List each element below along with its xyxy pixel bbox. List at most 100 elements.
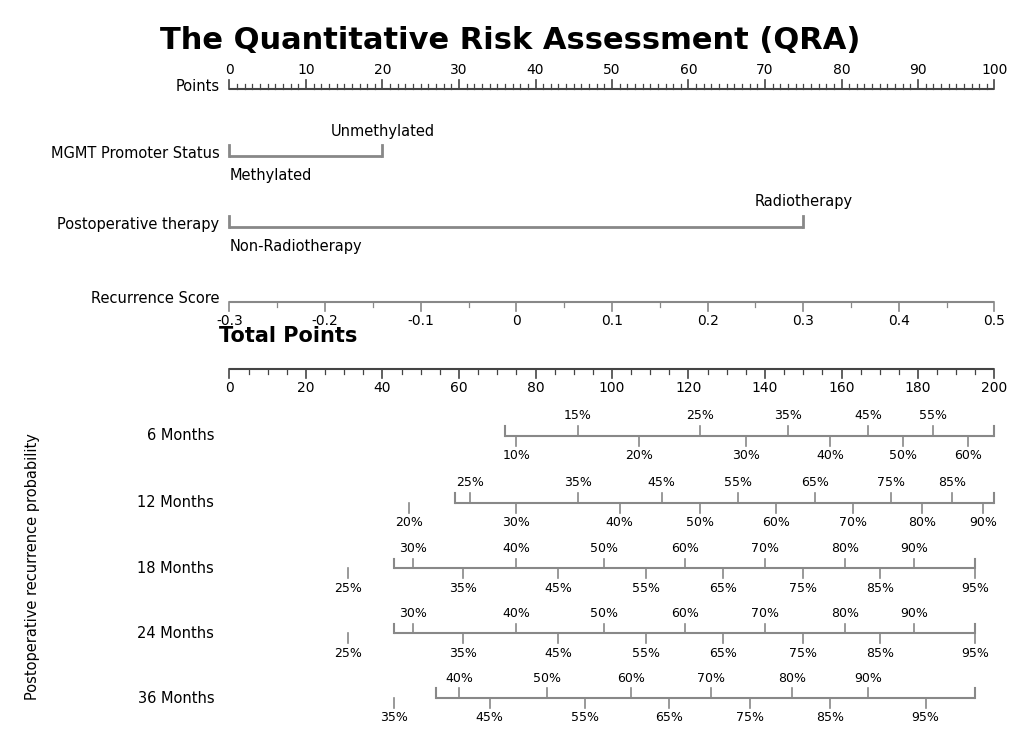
Text: 100: 100 bbox=[598, 381, 625, 396]
Text: 45%: 45% bbox=[647, 477, 675, 489]
Text: 35%: 35% bbox=[380, 711, 408, 724]
Text: 55%: 55% bbox=[723, 477, 751, 489]
Text: 0: 0 bbox=[512, 314, 521, 329]
Text: 15%: 15% bbox=[564, 410, 591, 422]
Text: -0.2: -0.2 bbox=[312, 314, 338, 329]
Text: The Quantitative Risk Assessment (QRA): The Quantitative Risk Assessment (QRA) bbox=[160, 26, 859, 55]
Text: 80: 80 bbox=[832, 63, 850, 77]
Text: 75%: 75% bbox=[789, 582, 816, 595]
Text: 70%: 70% bbox=[750, 607, 779, 620]
Text: 40%: 40% bbox=[815, 449, 843, 462]
Text: 80%: 80% bbox=[777, 672, 805, 685]
Text: 35%: 35% bbox=[773, 410, 801, 422]
Text: 50%: 50% bbox=[686, 516, 713, 529]
Text: 70: 70 bbox=[755, 63, 773, 77]
Text: 65%: 65% bbox=[708, 582, 736, 595]
Text: 90%: 90% bbox=[968, 516, 996, 529]
Text: 60%: 60% bbox=[671, 542, 698, 555]
Text: 40: 40 bbox=[373, 381, 391, 396]
Text: 30%: 30% bbox=[732, 449, 759, 462]
Text: 0.3: 0.3 bbox=[792, 314, 813, 329]
Text: 75%: 75% bbox=[876, 477, 904, 489]
Text: 120: 120 bbox=[675, 381, 701, 396]
Text: 6 Months: 6 Months bbox=[147, 428, 214, 443]
Text: 10%: 10% bbox=[502, 449, 530, 462]
Text: Unmethylated: Unmethylated bbox=[330, 124, 434, 139]
Text: 70%: 70% bbox=[839, 516, 866, 529]
Text: -0.3: -0.3 bbox=[216, 314, 243, 329]
Text: 40%: 40% bbox=[502, 607, 530, 620]
Text: Total Points: Total Points bbox=[219, 326, 358, 346]
Text: 140: 140 bbox=[751, 381, 777, 396]
Text: 18 Months: 18 Months bbox=[138, 561, 214, 576]
Text: 100: 100 bbox=[980, 63, 1007, 77]
Text: 75%: 75% bbox=[789, 647, 816, 659]
Text: 36 Months: 36 Months bbox=[138, 691, 214, 706]
Text: 90: 90 bbox=[908, 63, 926, 77]
Text: 65%: 65% bbox=[708, 647, 736, 659]
Text: 0.2: 0.2 bbox=[696, 314, 717, 329]
Text: 75%: 75% bbox=[735, 711, 763, 724]
Text: Recurrence Score: Recurrence Score bbox=[91, 291, 219, 306]
Text: 30: 30 bbox=[449, 63, 468, 77]
Text: 70%: 70% bbox=[750, 542, 779, 555]
Text: 35%: 35% bbox=[448, 582, 476, 595]
Text: 10: 10 bbox=[297, 63, 315, 77]
Text: 45%: 45% bbox=[544, 582, 572, 595]
Text: 25%: 25% bbox=[457, 477, 484, 489]
Text: 65%: 65% bbox=[655, 711, 683, 724]
Text: 25%: 25% bbox=[334, 647, 362, 659]
Text: 85%: 85% bbox=[815, 711, 843, 724]
Text: 70%: 70% bbox=[697, 672, 725, 685]
Text: 0.5: 0.5 bbox=[982, 314, 1005, 329]
Text: 200: 200 bbox=[980, 381, 1007, 396]
Text: 90%: 90% bbox=[900, 607, 927, 620]
Text: 20: 20 bbox=[373, 63, 391, 77]
Text: MGMT Promoter Status: MGMT Promoter Status bbox=[51, 146, 219, 161]
Text: 50%: 50% bbox=[590, 542, 618, 555]
Text: 80%: 80% bbox=[830, 542, 858, 555]
Text: 95%: 95% bbox=[961, 647, 988, 659]
Text: 20%: 20% bbox=[625, 449, 652, 462]
Text: 40%: 40% bbox=[444, 672, 473, 685]
Text: 30%: 30% bbox=[398, 542, 427, 555]
Text: 60%: 60% bbox=[762, 516, 790, 529]
Text: 30%: 30% bbox=[398, 607, 427, 620]
Text: 95%: 95% bbox=[911, 711, 938, 724]
Text: 20%: 20% bbox=[395, 516, 423, 529]
Text: 80: 80 bbox=[526, 381, 544, 396]
Text: 180: 180 bbox=[904, 381, 930, 396]
Text: 160: 160 bbox=[827, 381, 854, 396]
Text: 30%: 30% bbox=[502, 516, 530, 529]
Text: Non-Radiotherapy: Non-Radiotherapy bbox=[229, 239, 362, 254]
Text: 80%: 80% bbox=[907, 516, 934, 529]
Text: 0.4: 0.4 bbox=[888, 314, 909, 329]
Text: 50%: 50% bbox=[533, 672, 560, 685]
Text: 40: 40 bbox=[526, 63, 544, 77]
Text: 0.1: 0.1 bbox=[600, 314, 623, 329]
Text: 35%: 35% bbox=[564, 477, 591, 489]
Text: 55%: 55% bbox=[632, 647, 659, 659]
Text: 24 Months: 24 Months bbox=[138, 626, 214, 641]
Text: 35%: 35% bbox=[448, 647, 476, 659]
Text: 45%: 45% bbox=[854, 410, 881, 422]
Text: Radiotherapy: Radiotherapy bbox=[753, 194, 852, 209]
Text: 60%: 60% bbox=[953, 449, 980, 462]
Text: 12 Months: 12 Months bbox=[138, 495, 214, 510]
Text: Points: Points bbox=[175, 79, 219, 94]
Text: 60: 60 bbox=[449, 381, 468, 396]
Text: Postoperative therapy: Postoperative therapy bbox=[57, 217, 219, 232]
Text: -0.1: -0.1 bbox=[407, 314, 434, 329]
Text: 45%: 45% bbox=[544, 647, 572, 659]
Text: 25%: 25% bbox=[686, 410, 713, 422]
Text: Methylated: Methylated bbox=[229, 168, 312, 183]
Text: Postoperative recurrence probability: Postoperative recurrence probability bbox=[25, 433, 40, 700]
Text: 80%: 80% bbox=[830, 607, 858, 620]
Text: 50: 50 bbox=[602, 63, 621, 77]
Text: 40%: 40% bbox=[502, 542, 530, 555]
Text: 25%: 25% bbox=[334, 582, 362, 595]
Text: 50%: 50% bbox=[590, 607, 618, 620]
Text: 60: 60 bbox=[679, 63, 697, 77]
Text: 0: 0 bbox=[225, 381, 233, 396]
Text: 60%: 60% bbox=[616, 672, 644, 685]
